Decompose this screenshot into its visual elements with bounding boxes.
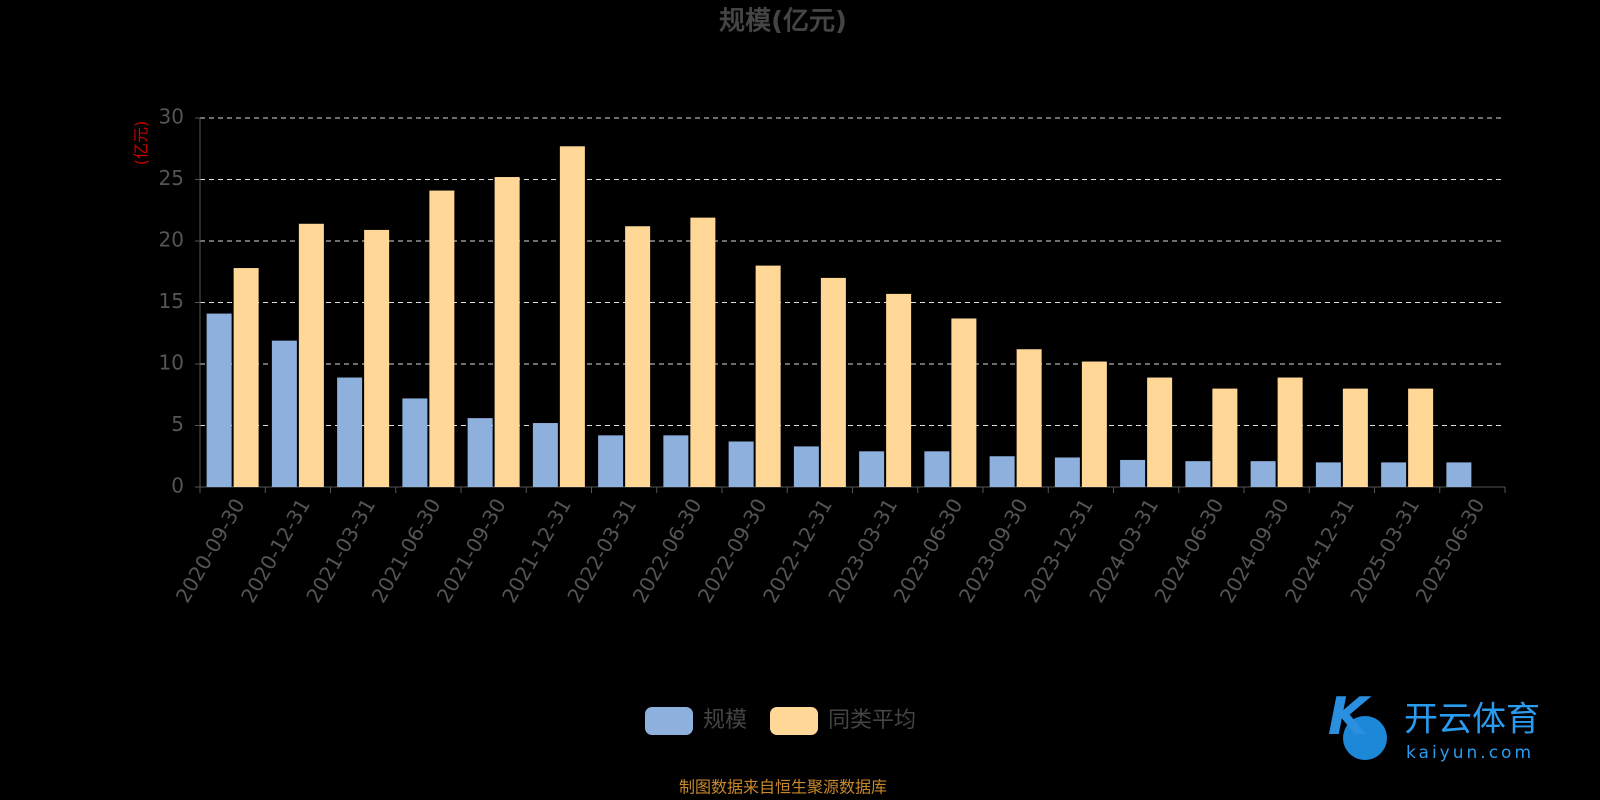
bar (233, 268, 259, 487)
bar (663, 435, 689, 487)
bar (1250, 461, 1276, 487)
bar (494, 177, 520, 488)
bar (690, 217, 716, 487)
bar (429, 190, 455, 487)
bar (598, 435, 624, 487)
legend-swatch[interactable] (770, 707, 818, 735)
y-axis-label: (亿元) (132, 121, 151, 166)
bar (625, 226, 651, 488)
y-tick-label: 15 (159, 289, 184, 313)
y-tick-label: 10 (159, 351, 184, 375)
bar (1277, 377, 1303, 487)
legend-label[interactable]: 规模 (703, 708, 747, 733)
bar (1381, 462, 1407, 487)
bar (1120, 459, 1146, 487)
legend-swatch[interactable] (645, 707, 693, 735)
bar (1081, 361, 1107, 487)
bar (1212, 388, 1238, 487)
chart-title: 规模(亿元) (719, 7, 847, 37)
bar (206, 313, 232, 487)
watermark: K 开云体育 kaiyun.com (1328, 687, 1540, 763)
bar (298, 223, 324, 487)
y-tick-label: 5 (171, 412, 184, 436)
bar (337, 377, 363, 487)
bar (728, 441, 754, 487)
bar (755, 265, 781, 487)
y-tick-label: 30 (159, 105, 184, 129)
bar (467, 418, 493, 487)
bar (1342, 388, 1368, 487)
bar (1185, 461, 1211, 487)
bar (820, 277, 846, 487)
bar (364, 229, 390, 487)
bar (793, 446, 819, 487)
site: kaiyun.com (1406, 743, 1534, 763)
y-tick-label: 0 (171, 474, 184, 498)
bar (532, 423, 558, 487)
bar (886, 293, 912, 487)
bar (1054, 457, 1080, 487)
bar (1315, 462, 1341, 487)
logo-icon (1343, 716, 1387, 760)
bar (859, 451, 885, 487)
logo-k: K (1328, 687, 1372, 747)
bar (989, 456, 1015, 487)
y-tick-label: 25 (159, 166, 184, 190)
bar (402, 398, 428, 487)
bar (951, 318, 977, 487)
legend-label[interactable]: 同类平均 (828, 708, 916, 733)
bar (1016, 349, 1042, 487)
source-note: 制图数据来自恒生聚源数据库 (679, 778, 887, 797)
bar (559, 146, 585, 488)
bar (1446, 462, 1472, 487)
brand: 开云体育 (1404, 700, 1540, 740)
bar (271, 340, 297, 487)
y-tick-label: 20 (159, 228, 184, 252)
bar (1147, 377, 1173, 487)
bar (1408, 388, 1434, 487)
bar (924, 451, 950, 487)
